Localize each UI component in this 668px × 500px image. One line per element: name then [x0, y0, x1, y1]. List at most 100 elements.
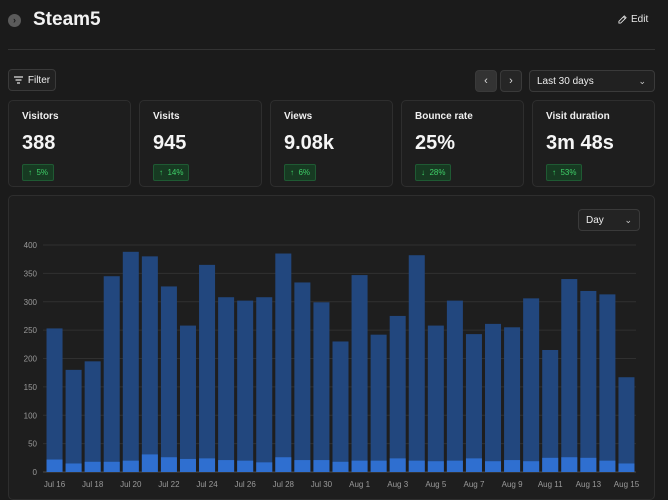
bar-visitors [275, 457, 292, 472]
filter-label: Filter [27, 74, 51, 86]
stat-delta-value: 5% [36, 168, 49, 177]
x-tick-label: Jul 22 [158, 480, 180, 489]
bar-visitors [256, 462, 273, 472]
x-tick-label: Jul 18 [82, 480, 104, 489]
bar-views [618, 377, 635, 472]
bar-visitors [599, 460, 616, 472]
x-tick-label: Jul 26 [234, 480, 256, 489]
previous-period-button[interactable]: ‹ [475, 70, 497, 92]
bar-views [580, 290, 597, 472]
bar-visitors [122, 460, 139, 472]
bar-visitors [332, 461, 349, 472]
arrow-up-icon: ↑ [28, 168, 32, 177]
bar-views [370, 334, 387, 472]
filter-button[interactable]: Filter [8, 69, 56, 91]
page-header: › Steam5 Edit [0, 0, 668, 44]
bar-visitors [446, 460, 463, 472]
filter-icon [13, 76, 23, 84]
date-range-select[interactable]: Last 30 days ⌄ [529, 70, 655, 92]
stat-card-views[interactable]: Views 9.08k ↑ 6% [270, 100, 393, 187]
bar-visitors [179, 458, 196, 472]
stat-delta-badge: ↑ 6% [284, 164, 317, 181]
bar-visitors [504, 460, 521, 472]
x-tick-label: Aug 13 [576, 480, 602, 489]
y-tick-label: 300 [24, 298, 38, 307]
stat-value: 9.08k [284, 132, 335, 154]
bar-visitors [46, 459, 63, 472]
stat-delta-value: 53% [560, 168, 577, 177]
arrow-down-icon: ↓ [421, 168, 425, 177]
bar-visitors [313, 460, 330, 472]
stat-value: 388 [22, 132, 56, 154]
edit-button[interactable]: Edit [618, 14, 648, 25]
next-period-button[interactable]: › [500, 70, 522, 92]
edit-pencil-icon [618, 15, 627, 24]
bar-views [427, 325, 444, 472]
stat-delta-badge: ↓ 28% [415, 164, 452, 181]
stat-value: 25% [415, 132, 456, 154]
bar-visitors [65, 463, 82, 472]
bar-visitors [218, 460, 235, 472]
x-tick-label: Aug 3 [387, 480, 408, 489]
bar-views [599, 294, 616, 472]
x-tick-label: Jul 16 [44, 480, 66, 489]
collapse-sidebar-icon[interactable]: › [8, 14, 21, 27]
date-range-label: Last 30 days [537, 75, 594, 87]
arrow-up-icon: ↑ [290, 168, 294, 177]
bar-views [256, 297, 273, 472]
bar-visitors [561, 457, 578, 472]
bar-visitors [237, 460, 254, 472]
bar-visitors [294, 460, 311, 472]
y-tick-label: 100 [24, 411, 38, 420]
bar-visitors [389, 458, 406, 472]
bar-views [465, 334, 482, 472]
arrow-up-icon: ↑ [159, 168, 163, 177]
stat-label: Visitors [22, 111, 59, 122]
y-tick-label: 400 [24, 241, 38, 250]
bar-views [103, 276, 120, 472]
bar-views [294, 282, 311, 472]
bar-views [542, 349, 559, 472]
stat-label: Visit duration [546, 111, 610, 122]
bar-views [218, 297, 235, 472]
bar-views [179, 325, 196, 472]
bar-views [485, 323, 502, 472]
x-tick-label: Aug 11 [538, 480, 563, 489]
bar-views [122, 251, 139, 472]
y-tick-label: 50 [28, 440, 37, 449]
bar-views [408, 255, 425, 472]
chevron-right-icon: › [509, 75, 513, 87]
stat-card-bounce-rate[interactable]: Bounce rate 25% ↓ 28% [401, 100, 524, 187]
bar-views [199, 264, 216, 472]
stat-value: 945 [153, 132, 187, 154]
bar-visitors [408, 460, 425, 472]
stat-card-visitors[interactable]: Visitors 388 ↑ 5% [8, 100, 131, 187]
stat-delta-badge: ↑ 53% [546, 164, 583, 181]
bar-views [389, 315, 406, 472]
y-tick-label: 200 [24, 355, 38, 364]
bar-visitors [199, 458, 216, 472]
bar-visitors [84, 461, 101, 472]
bar-visitors [523, 461, 540, 472]
bar-visitors [465, 458, 482, 472]
bar-views [84, 361, 101, 472]
stat-delta-value: 14% [167, 168, 184, 177]
x-tick-label: Aug 15 [614, 480, 640, 489]
stat-card-visit-duration[interactable]: Visit duration 3m 48s ↑ 53% [532, 100, 655, 187]
y-tick-label: 250 [24, 326, 38, 335]
bar-views [504, 327, 521, 472]
bar-visitors [427, 461, 444, 472]
chevron-left-icon: ‹ [484, 75, 488, 87]
bar-visitors [103, 461, 120, 472]
x-tick-label: Aug 7 [463, 480, 484, 489]
interval-select[interactable]: Day ⌄ [578, 209, 640, 231]
bar-views [46, 328, 63, 472]
bar-views [561, 279, 578, 472]
page-title: Steam5 [33, 9, 101, 30]
stat-card-visits[interactable]: Visits 945 ↑ 14% [139, 100, 262, 187]
bar-visitors [141, 454, 158, 472]
bar-views [313, 302, 330, 472]
chevron-down-icon: ⌄ [638, 76, 646, 86]
bar-visitors [370, 460, 387, 472]
